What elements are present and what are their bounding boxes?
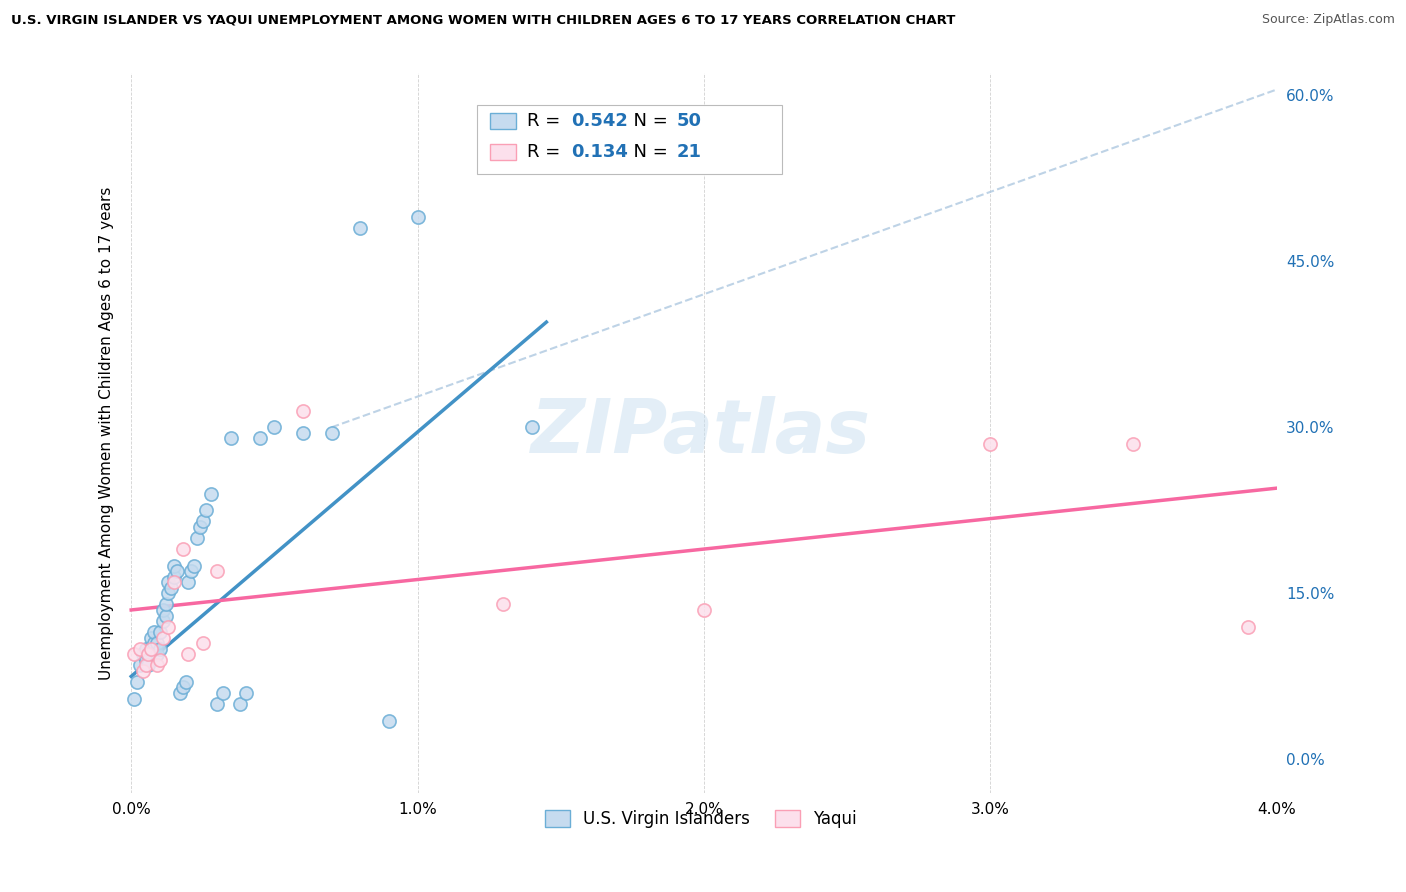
Point (138, 647, 160, 661)
Text: R =: R = (527, 143, 567, 161)
Point (205, 564, 228, 578)
Point (163, 558, 186, 573)
Text: 0.134: 0.134 (571, 143, 628, 161)
Point (1237, 619, 1260, 633)
Y-axis label: Unemployment Among Women with Children Ages 6 to 17 years: Unemployment Among Women with Children A… (100, 186, 114, 680)
Point (1122, 437, 1144, 451)
Point (141, 631, 163, 645)
Point (138, 647, 160, 661)
Point (134, 658, 156, 673)
Point (128, 658, 150, 673)
Point (200, 486, 222, 500)
Point (125, 675, 148, 690)
Point (172, 681, 194, 695)
Text: R =: R = (527, 112, 567, 130)
Point (138, 658, 160, 673)
Point (152, 614, 174, 628)
Point (229, 697, 252, 711)
Point (321, 425, 343, 440)
Point (131, 647, 153, 661)
Point (157, 619, 180, 633)
Point (134, 641, 156, 656)
Point (155, 608, 177, 623)
Point (177, 575, 200, 590)
FancyBboxPatch shape (491, 145, 516, 160)
Point (693, 603, 716, 617)
Point (292, 425, 315, 440)
Point (188, 520, 211, 534)
Point (149, 641, 172, 656)
Point (163, 570, 186, 584)
Text: U.S. VIRGIN ISLANDER VS YAQUI UNEMPLOYMENT AMONG WOMEN WITH CHILDREN AGES 6 TO 1: U.S. VIRGIN ISLANDER VS YAQUI UNEMPLOYME… (11, 13, 956, 27)
Point (146, 658, 169, 673)
Point (143, 625, 166, 640)
FancyBboxPatch shape (491, 113, 516, 129)
Point (152, 603, 174, 617)
Point (166, 564, 188, 578)
Point (263, 420, 285, 434)
Text: N =: N = (621, 143, 673, 161)
Text: 50: 50 (676, 112, 702, 130)
Text: Source: ZipAtlas.com: Source: ZipAtlas.com (1261, 13, 1395, 27)
Point (979, 437, 1001, 451)
Point (205, 697, 228, 711)
Point (149, 653, 172, 667)
Point (520, 420, 543, 434)
Text: N =: N = (621, 112, 673, 130)
Point (221, 431, 243, 445)
Point (177, 647, 200, 661)
Point (172, 542, 194, 557)
Point (146, 647, 169, 661)
Point (141, 641, 163, 656)
Legend: U.S. Virgin Islanders, Yaqui: U.S. Virgin Islanders, Yaqui (538, 803, 863, 835)
Point (152, 631, 174, 645)
Point (131, 664, 153, 678)
Point (122, 691, 145, 706)
Point (160, 581, 183, 595)
Point (180, 564, 202, 578)
Point (143, 636, 166, 650)
Point (406, 210, 429, 224)
Point (169, 686, 191, 700)
Point (349, 221, 371, 235)
Point (191, 515, 214, 529)
Point (292, 403, 315, 417)
Point (155, 598, 177, 612)
Point (157, 586, 180, 600)
Point (128, 641, 150, 656)
FancyBboxPatch shape (477, 105, 782, 174)
Point (183, 558, 205, 573)
Point (122, 647, 145, 661)
Point (249, 431, 271, 445)
Text: 21: 21 (676, 143, 702, 161)
Point (134, 653, 156, 667)
Point (191, 636, 214, 650)
Text: ZIPatlas: ZIPatlas (531, 396, 870, 469)
Point (157, 575, 180, 590)
Point (141, 641, 163, 656)
Point (378, 714, 401, 728)
Text: 0.542: 0.542 (571, 112, 628, 130)
Point (174, 675, 197, 690)
Point (149, 625, 172, 640)
Point (194, 503, 217, 517)
Point (235, 686, 257, 700)
Point (211, 686, 233, 700)
Point (492, 598, 515, 612)
Point (146, 636, 169, 650)
Point (163, 575, 186, 590)
Point (186, 531, 208, 545)
